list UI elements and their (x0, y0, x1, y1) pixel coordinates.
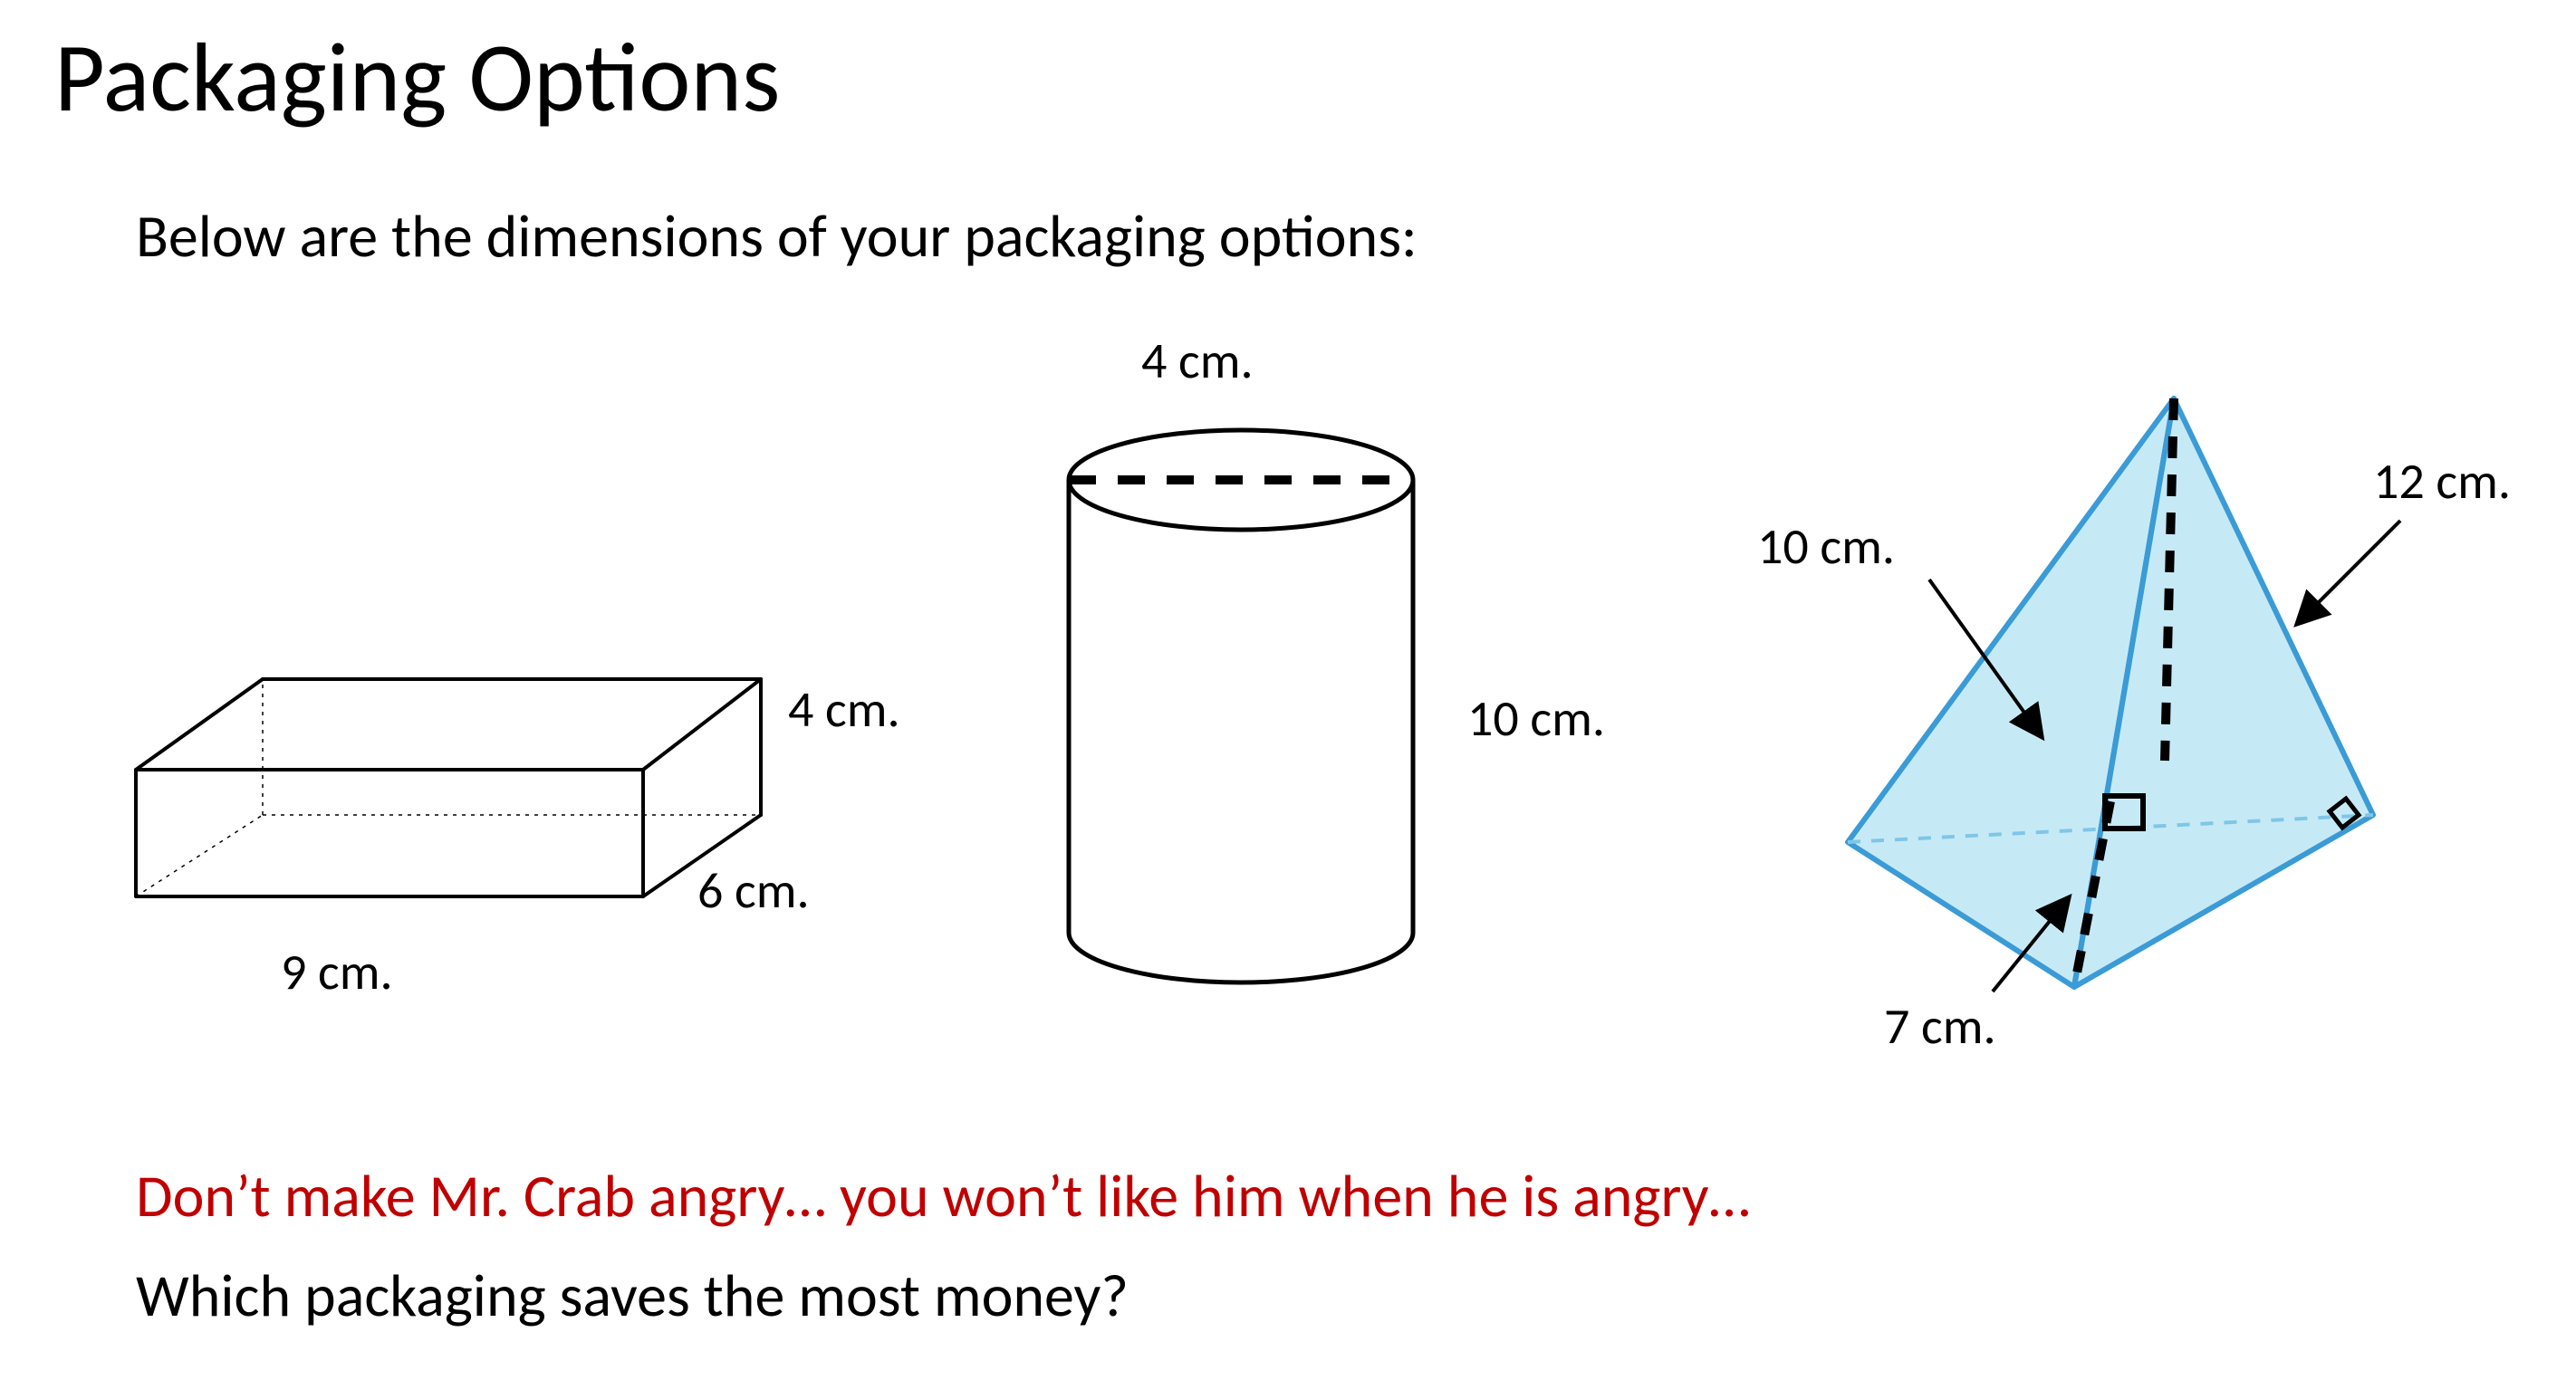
prism-svg (109, 634, 779, 924)
rectangular-prism-diagram (109, 634, 779, 924)
pyramid-diagram (1830, 389, 2391, 1005)
cylinder-svg (1060, 407, 1422, 987)
cylinder-diameter-label: 4 cm. (1141, 331, 1254, 392)
page-title: Packaging Options (54, 18, 780, 138)
warning-text: Don’t make Mr. Crab angry… you won’t lik… (136, 1159, 1750, 1232)
pyramid-edge-label: 12 cm. (2373, 451, 2511, 513)
prism-width-label: 6 cm. (697, 860, 810, 922)
cylinder-diagram (1060, 407, 1422, 987)
cylinder-height-label: 10 cm. (1467, 688, 1605, 750)
pyramid-base-label: 7 cm. (1884, 996, 1996, 1058)
subtitle: Below are the dimensions of your packagi… (136, 199, 1418, 273)
prism-length-label: 9 cm. (281, 942, 393, 1003)
question-text: Which packaging saves the most money? (136, 1259, 1129, 1332)
pyramid-svg (1830, 389, 2391, 1005)
prism-height-label: 4 cm. (788, 679, 900, 741)
pyramid-slant-label: 10 cm. (1757, 516, 1895, 578)
